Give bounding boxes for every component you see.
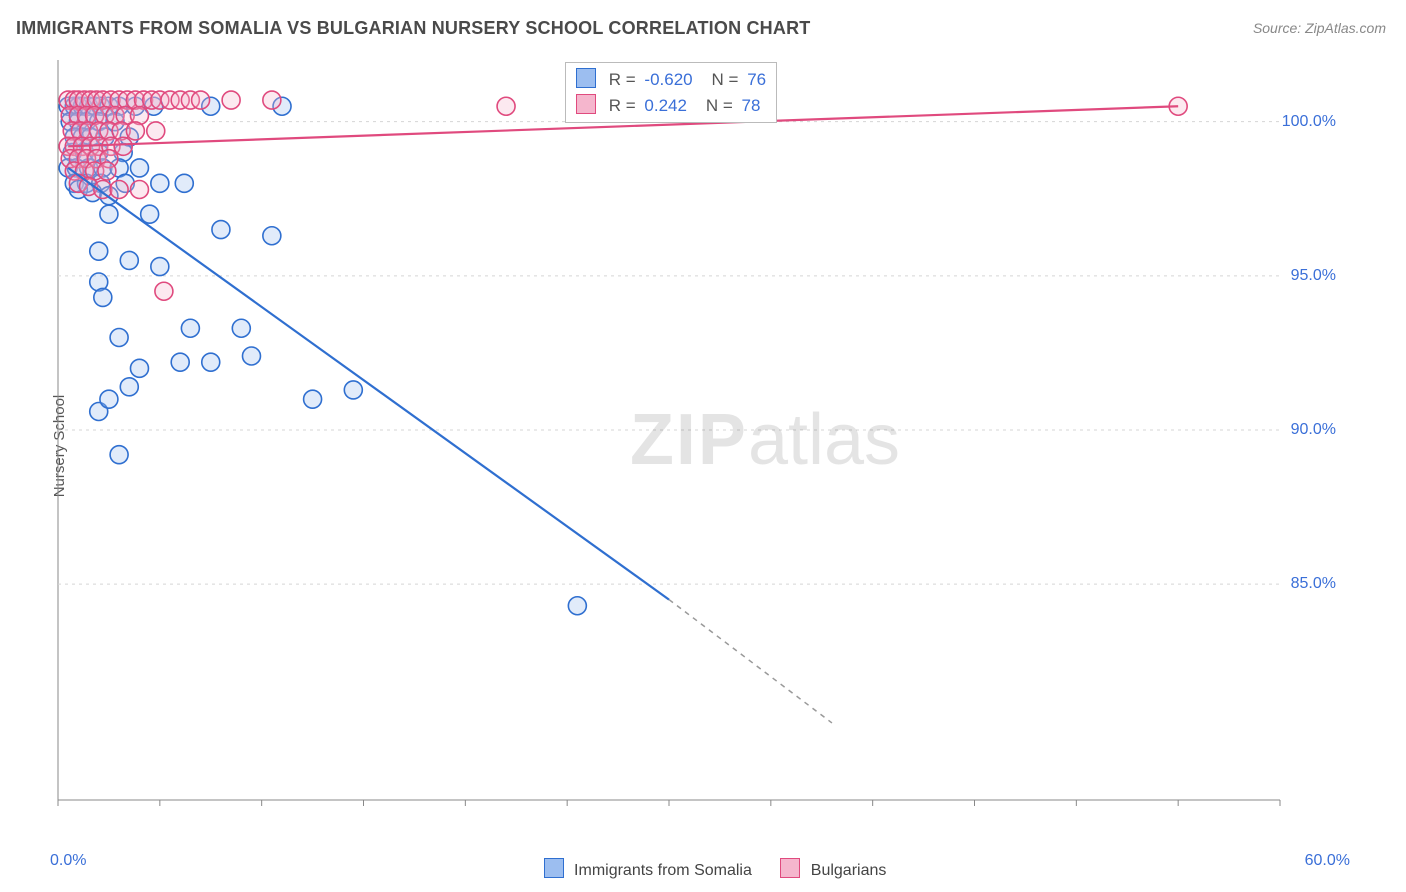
chart-source: Source: ZipAtlas.com	[1253, 20, 1386, 36]
legend-r-label-2: R =	[609, 96, 636, 115]
chart-container: IMMIGRANTS FROM SOMALIA VS BULGARIAN NUR…	[0, 0, 1406, 892]
y-tick: 85.0%	[1291, 575, 1336, 593]
bottom-label-2: Bulgarians	[811, 862, 887, 879]
bottom-label-1: Immigrants from Somalia	[574, 862, 752, 879]
legend-n-label-2: N =	[706, 96, 733, 115]
bottom-swatch-1	[544, 858, 564, 878]
chart-title: IMMIGRANTS FROM SOMALIA VS BULGARIAN NUR…	[16, 18, 810, 39]
legend-row-2: R = 0.242 N = 78	[576, 93, 766, 119]
legend-n-label-1: N =	[712, 70, 739, 89]
scatter-svg	[50, 50, 1350, 830]
legend-swatch-1	[576, 68, 596, 88]
y-tick: 95.0%	[1291, 267, 1336, 285]
legend-r-label-1: R =	[609, 70, 636, 89]
legend-r-value-1: -0.620	[644, 70, 692, 89]
bottom-legend: Immigrants from Somalia Bulgarians	[0, 858, 1406, 880]
y-tick: 90.0%	[1291, 421, 1336, 439]
legend-swatch-2	[576, 94, 596, 114]
bottom-swatch-2	[780, 858, 800, 878]
y-tick: 100.0%	[1282, 113, 1336, 131]
legend-r-value-2: 0.242	[644, 96, 687, 115]
legend-n-value-2: 78	[742, 96, 761, 115]
legend-n-value-1: 76	[747, 70, 766, 89]
legend-row-1: R = -0.620 N = 76	[576, 67, 766, 93]
correlation-legend: R = -0.620 N = 76 R = 0.242 N = 78	[565, 62, 777, 123]
plot-area: ZIPatlas R = -0.620 N = 76 R = 0.242 N =…	[50, 50, 1350, 830]
